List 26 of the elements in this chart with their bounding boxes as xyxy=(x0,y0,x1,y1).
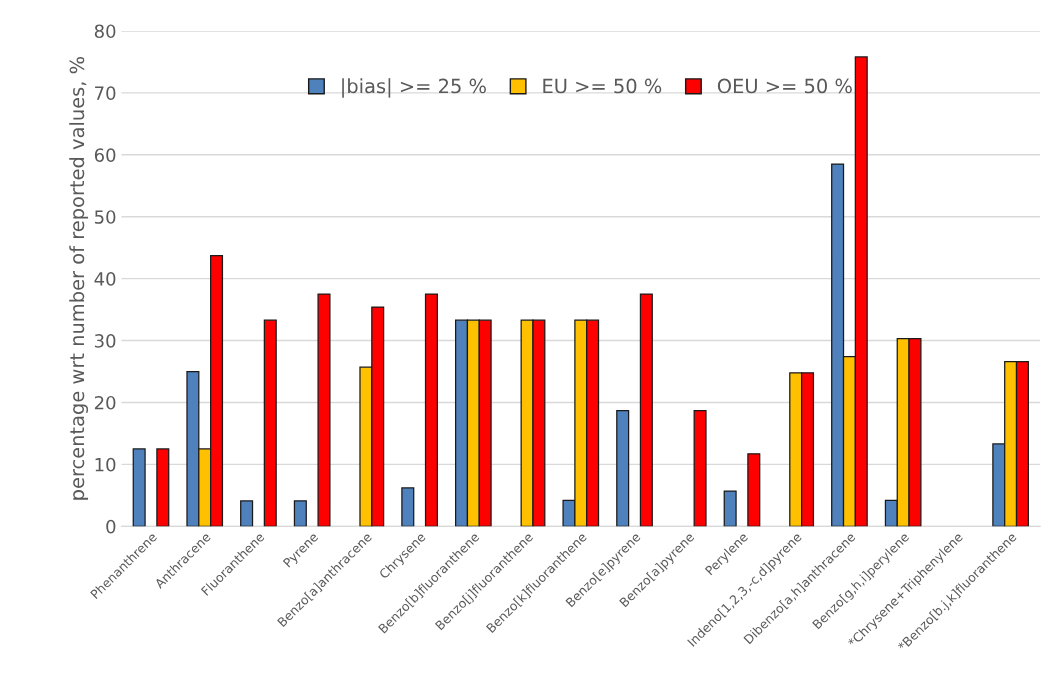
bar xyxy=(616,409,630,527)
bar xyxy=(401,487,415,527)
bar xyxy=(293,500,307,527)
bar xyxy=(156,448,170,527)
y-tick-label: 60 xyxy=(94,148,116,162)
y-tick-label: 50 xyxy=(95,210,116,224)
legend-label: EU >= 50 % xyxy=(543,78,662,94)
bar xyxy=(317,293,331,527)
bar xyxy=(424,293,438,527)
y-axis-title: percentage wrt number of reported values, % xyxy=(69,56,89,500)
bar xyxy=(639,293,653,527)
bar xyxy=(132,448,146,527)
bar xyxy=(747,453,761,527)
bar xyxy=(263,319,277,527)
y-tick-label: 20 xyxy=(94,395,116,410)
bar xyxy=(693,409,707,527)
legend-label: OEU >= 50 % xyxy=(717,78,852,94)
bar xyxy=(723,490,737,527)
y-tick-label: 0 xyxy=(106,519,116,534)
bar xyxy=(240,500,254,527)
y-tick-label: 30 xyxy=(94,334,116,348)
legend-label: |bias| >= 25 % xyxy=(342,78,486,98)
y-tick-label: 70 xyxy=(95,86,116,100)
y-tick-label: 10 xyxy=(95,457,116,472)
y-tick-label: 40 xyxy=(94,272,116,286)
y-tick-label: 80 xyxy=(94,24,116,39)
